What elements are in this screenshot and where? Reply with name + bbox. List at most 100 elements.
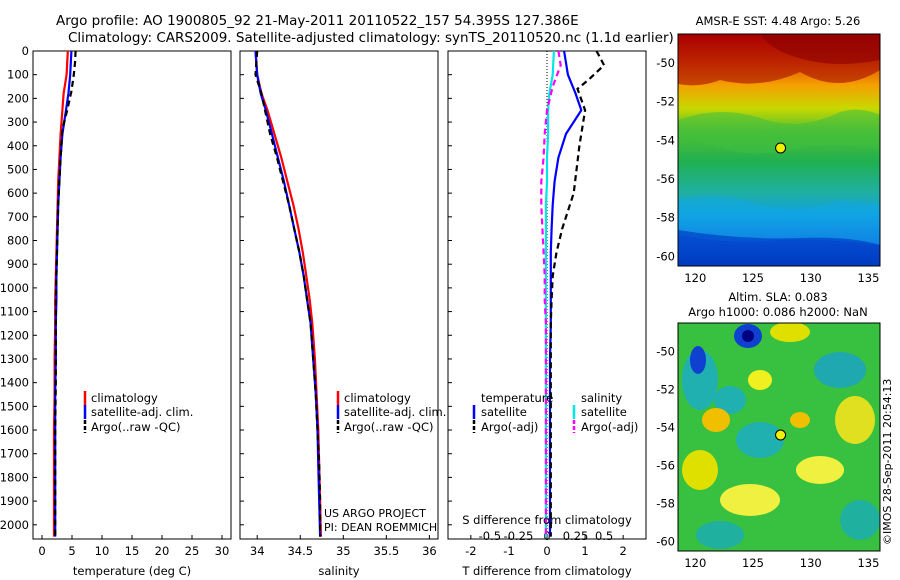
depth-tick-label: 2000 <box>0 518 29 532</box>
sst-lon-tick-label: 135 <box>857 271 879 285</box>
legend-satellite-label: satellite-adj. clim. <box>91 405 193 419</box>
sst-lat-tick-label: -56 <box>656 172 675 186</box>
sst-heatmap <box>678 34 880 266</box>
series-line-climatology <box>254 50 322 537</box>
legend-satellite-label: satellite-adj. clim. <box>344 405 446 419</box>
depth-tick-label: 1600 <box>0 423 29 437</box>
sst-lat-tick-label: -58 <box>656 211 675 225</box>
difference-t-tick-label: -1 <box>503 544 514 558</box>
series-line-satellite-adj-clim- <box>254 50 322 537</box>
difference-s-tick-label: -0.5 <box>479 529 501 543</box>
legend-t-argo-label: Argo(-adj) <box>481 420 538 434</box>
legend-argo-label: Argo(..raw -QC) <box>91 420 181 434</box>
series-line-argo-raw-qc- <box>54 50 77 537</box>
sst-map-frame <box>677 33 881 267</box>
depth-tick-label: 500 <box>7 162 29 176</box>
temperature-legend: climatology satellite-adj. clim. Argo(..… <box>83 391 193 434</box>
temperature-tick-label: 10 <box>95 544 110 558</box>
depth-tick-label: 900 <box>7 257 29 271</box>
difference-s-tick-label: 0.25 <box>563 529 589 543</box>
sla-lat-tick-label: -52 <box>656 383 675 397</box>
sst-lat-tick-label: -50 <box>656 56 675 70</box>
difference-xlabel: T difference from climatology <box>461 564 632 578</box>
legend-temperature-header: temperature <box>481 391 553 405</box>
temperature-tick-label: 20 <box>155 544 170 558</box>
sla-map-title-line-2: Argo h1000: 0.086 h2000: NaN <box>688 305 867 319</box>
temperature-tick-label: 0 <box>38 544 45 558</box>
difference-t-tick-label: 1 <box>581 544 588 558</box>
sla-argo-position-marker <box>775 429 787 441</box>
series-line-temperature-argo-adj- <box>549 50 606 537</box>
depth-tick-label: 0 <box>22 44 29 58</box>
depth-tick-label: 1700 <box>0 447 29 461</box>
difference-t-tick-label: -2 <box>465 544 476 558</box>
salinity-tick-label: 35.5 <box>374 544 400 558</box>
sst-lon-tick-label: 125 <box>742 271 764 285</box>
difference-t-tick-label: 2 <box>619 544 626 558</box>
sla-lon-tick-label: 120 <box>684 556 706 570</box>
salinity-tick-label: 34.5 <box>287 544 313 558</box>
depth-tick-label: 1000 <box>0 281 29 295</box>
depth-tick-label: 700 <box>7 210 29 224</box>
sst-lat-tick-label: -60 <box>656 249 675 263</box>
sla-lat-tick-label: -54 <box>656 421 675 435</box>
sla-lat-tick-label: -56 <box>656 459 675 473</box>
sst-lat-tick-label: -54 <box>656 133 675 147</box>
sla-lat-tick-label: -50 <box>656 345 675 359</box>
sla-lon-tick-label: 130 <box>800 556 822 570</box>
watermark: ©IMOS 28-Sep-2011 20:54:13 <box>881 379 894 545</box>
profile-lines <box>52 50 606 539</box>
series-line-salinity-argo-adj- <box>540 50 562 537</box>
series-line-temperature-satellite <box>548 50 583 537</box>
legend-climatology-label: climatology <box>344 391 411 405</box>
temperature-tick-label: 25 <box>185 544 200 558</box>
sla-lat-tick-label: -58 <box>656 497 675 511</box>
depth-tick-label: 1500 <box>0 399 29 413</box>
sst-lon-tick-label: 120 <box>684 271 706 285</box>
project-credit-line-1: US ARGO PROJECT <box>324 507 426 520</box>
sst-lon-tick-label: 130 <box>800 271 822 285</box>
legend-s-argo-label: Argo(-adj) <box>581 420 638 434</box>
depth-tick-label: 1200 <box>0 328 29 342</box>
sla-lat-tick-label: -60 <box>656 535 675 549</box>
salinity-panel <box>239 50 439 540</box>
depth-tick-label: 1800 <box>0 470 29 484</box>
legend-argo-label: Argo(..raw -QC) <box>344 420 434 434</box>
depth-tick-label: 600 <box>7 186 29 200</box>
depth-tick-label: 1900 <box>0 494 29 508</box>
sla-lon-tick-label: 125 <box>742 556 764 570</box>
salinity-legend: climatology satellite-adj. clim. Argo(..… <box>336 391 446 434</box>
depth-tick-label: 1400 <box>0 376 29 390</box>
project-credit-line-2: PI: DEAN ROEMMICH <box>324 521 437 534</box>
temperature-tick-label: 15 <box>125 544 140 558</box>
difference-s-tick-label: -0.25 <box>504 529 534 543</box>
temperature-tick-label: 30 <box>215 544 230 558</box>
salinity-xlabel: salinity <box>318 564 359 578</box>
salinity-tick-label: 35 <box>336 544 351 558</box>
sla-heatmap <box>678 323 880 551</box>
temperature-xlabel: temperature (deg C) <box>73 564 191 578</box>
series-line-argo-raw-qc- <box>254 50 322 537</box>
axis-ticks: 0100200300400500600700800900100011001200… <box>0 44 879 570</box>
depth-tick-label: 1100 <box>0 305 29 319</box>
difference-s-tick-label: 0.5 <box>595 529 613 543</box>
depth-tick-label: 800 <box>7 234 29 248</box>
difference-top-label: S difference from climatology <box>462 513 632 527</box>
legend-salinity-header: salinity <box>581 391 622 405</box>
legend-t-satellite-label: satellite <box>481 405 527 419</box>
legend-s-satellite-label: satellite <box>581 405 627 419</box>
depth-tick-label: 300 <box>7 115 29 129</box>
difference-legend: temperature salinity satellite Argo(-adj… <box>472 391 638 434</box>
sla-map-frame <box>677 322 881 552</box>
sst-lat-tick-label: -52 <box>656 95 675 109</box>
sla-lon-tick-label: 135 <box>857 556 879 570</box>
sla-map-title-line-1: Altim. SLA: 0.083 <box>728 290 827 304</box>
difference-t-tick-label: 0 <box>543 544 550 558</box>
depth-tick-label: 1300 <box>0 352 29 366</box>
depth-tick-label: 100 <box>7 68 29 82</box>
legend-climatology-label: climatology <box>91 391 158 405</box>
depth-tick-label: 200 <box>7 91 29 105</box>
sst-map-title: AMSR-E SST: 4.48 Argo: 5.26 <box>696 14 861 28</box>
temperature-tick-label: 5 <box>68 544 75 558</box>
